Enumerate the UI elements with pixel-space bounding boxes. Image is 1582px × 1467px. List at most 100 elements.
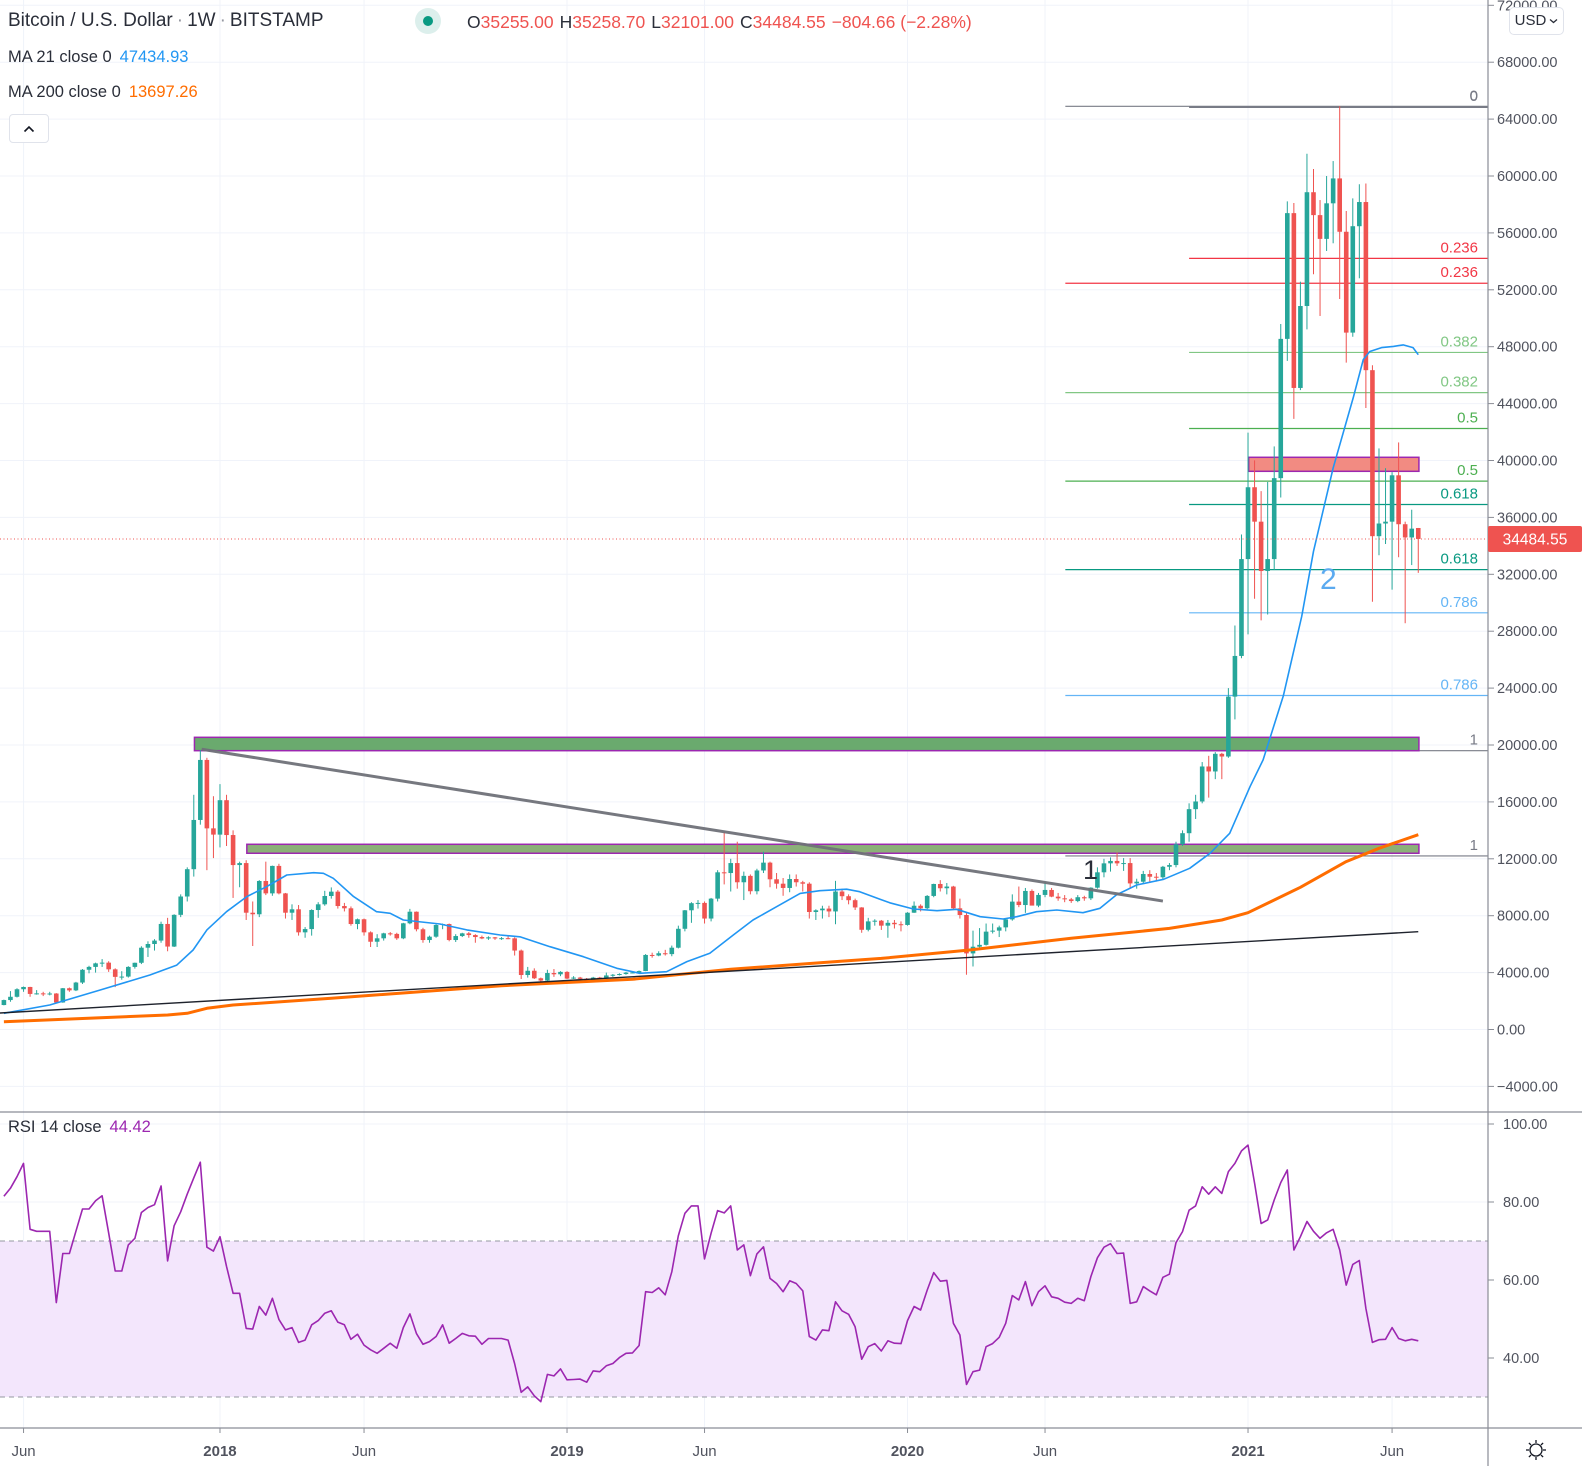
candle[interactable] (374, 934, 380, 947)
candle[interactable] (217, 784, 223, 848)
candle[interactable] (689, 902, 694, 923)
candle[interactable] (734, 841, 740, 889)
candle[interactable] (715, 870, 720, 902)
candle[interactable] (1317, 200, 1323, 316)
candle[interactable] (1101, 858, 1107, 878)
candle[interactable] (302, 927, 308, 938)
candle[interactable] (1311, 169, 1316, 275)
candle[interactable] (525, 966, 531, 978)
candle[interactable] (1258, 491, 1264, 621)
candle[interactable] (852, 898, 858, 911)
candle[interactable] (466, 932, 472, 938)
candle[interactable] (21, 986, 26, 992)
candle[interactable] (1095, 867, 1100, 889)
candle[interactable] (1370, 365, 1375, 602)
candle[interactable] (184, 867, 190, 902)
collapse-legend-button[interactable] (9, 114, 49, 143)
candle[interactable] (1036, 892, 1041, 908)
candle[interactable] (1383, 468, 1388, 545)
candle[interactable] (1173, 841, 1179, 868)
candle[interactable] (833, 880, 838, 925)
candle[interactable] (348, 906, 354, 926)
candle[interactable] (1389, 472, 1395, 590)
candle[interactable] (250, 901, 256, 946)
candle[interactable] (1409, 509, 1415, 566)
candle[interactable] (1396, 442, 1401, 558)
candle[interactable] (263, 861, 269, 896)
candle[interactable] (780, 878, 786, 896)
candle[interactable] (1082, 895, 1087, 901)
ma21-line[interactable] (3, 344, 1419, 1015)
candle[interactable] (505, 936, 511, 940)
candle[interactable] (211, 796, 216, 859)
candle[interactable] (892, 919, 897, 929)
candle[interactable] (741, 871, 747, 901)
candle[interactable] (754, 868, 760, 895)
candle[interactable] (387, 932, 393, 936)
ma200-legend[interactable]: MA 200 close 0 13697.26 (8, 80, 198, 104)
candlestick-series[interactable] (1, 106, 1421, 1006)
candle[interactable] (486, 936, 491, 940)
candle[interactable] (813, 909, 819, 920)
candle[interactable] (931, 883, 937, 898)
candle[interactable] (394, 932, 400, 940)
candle[interactable] (433, 924, 439, 938)
candle[interactable] (1140, 870, 1146, 884)
currency-selector[interactable]: USD (1509, 7, 1564, 35)
candle[interactable] (1023, 887, 1028, 913)
candle[interactable] (807, 882, 812, 919)
ascending-support-line[interactable] (0, 931, 1419, 1014)
candle[interactable] (1049, 887, 1054, 898)
candle[interactable] (1278, 323, 1284, 498)
candle[interactable] (957, 898, 963, 919)
candle[interactable] (937, 880, 943, 892)
candle[interactable] (420, 927, 426, 943)
candle[interactable] (879, 919, 884, 930)
candle[interactable] (1265, 481, 1270, 615)
candle[interactable] (112, 968, 118, 988)
candle[interactable] (951, 885, 956, 911)
candle[interactable] (865, 917, 871, 932)
candle[interactable] (1167, 863, 1172, 871)
candle[interactable] (1062, 895, 1067, 903)
candle[interactable] (67, 987, 72, 992)
candle[interactable] (178, 894, 183, 918)
zone-20000[interactable] (193, 736, 1420, 752)
candle[interactable] (198, 749, 203, 825)
candle[interactable] (643, 954, 648, 972)
candle[interactable] (662, 949, 668, 956)
candle[interactable] (1363, 183, 1369, 409)
candle[interactable] (93, 962, 98, 973)
candle[interactable] (243, 860, 249, 920)
candle[interactable] (1343, 210, 1349, 363)
candle[interactable] (401, 922, 406, 940)
candle[interactable] (126, 966, 131, 978)
candle[interactable] (256, 880, 262, 918)
candle[interactable] (165, 917, 170, 952)
candle[interactable] (453, 934, 459, 943)
candle[interactable] (623, 971, 629, 975)
candle[interactable] (132, 962, 138, 969)
candle[interactable] (1350, 198, 1356, 337)
rsi-line[interactable] (3, 1144, 1419, 1403)
candle[interactable] (1029, 889, 1035, 906)
candle[interactable] (342, 902, 347, 912)
candle[interactable] (617, 973, 622, 976)
candle[interactable] (898, 921, 904, 932)
candle[interactable] (1193, 794, 1198, 819)
candle[interactable] (721, 832, 727, 885)
candle[interactable] (748, 874, 753, 895)
candle[interactable] (558, 971, 563, 977)
candle[interactable] (289, 904, 295, 920)
candle[interactable] (1357, 184, 1362, 279)
candle[interactable] (1160, 865, 1166, 880)
candle[interactable] (1402, 521, 1408, 624)
candle[interactable] (564, 971, 570, 980)
candle[interactable] (1199, 762, 1205, 804)
candle[interactable] (702, 901, 707, 924)
candle[interactable] (990, 923, 995, 934)
chart-settings-button[interactable] (1524, 1438, 1548, 1462)
candle[interactable] (964, 912, 969, 975)
candle[interactable] (459, 932, 465, 938)
candle[interactable] (1180, 830, 1185, 846)
